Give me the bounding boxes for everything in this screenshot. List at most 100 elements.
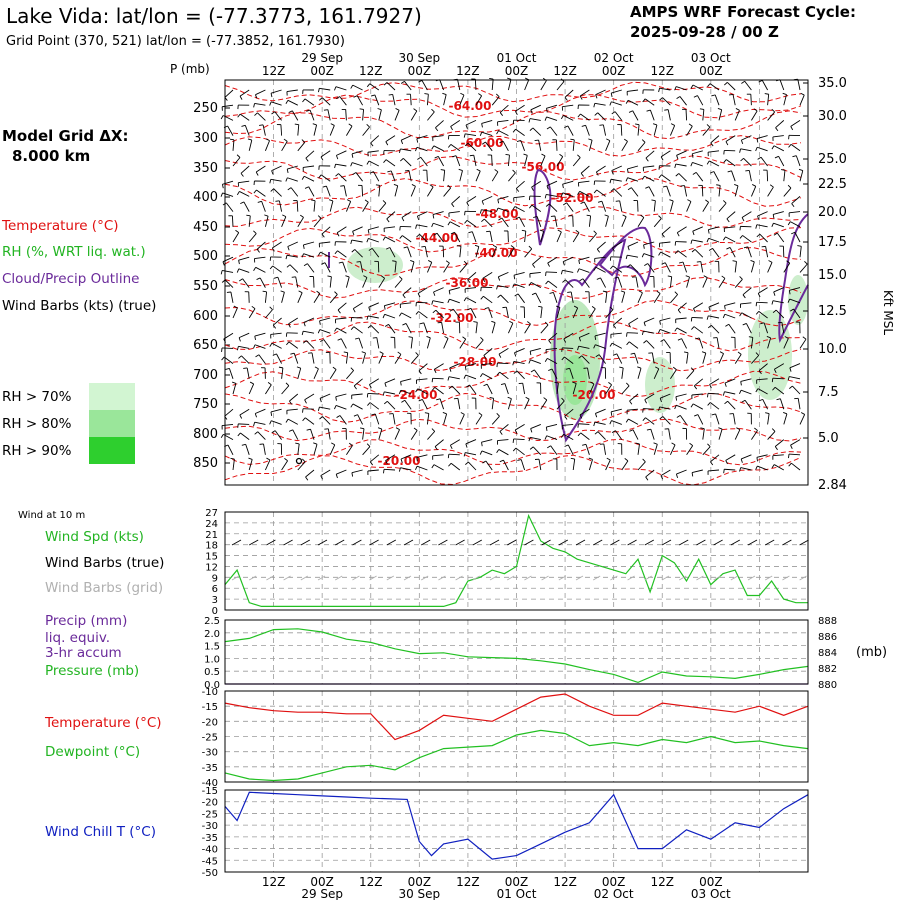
precip-legend-1: liq. equiv. xyxy=(45,630,110,646)
y-tick-label: -25 xyxy=(202,733,218,744)
y-tick-label: -30 xyxy=(202,748,218,759)
wind-legend-1: Wind Barbs (true) xyxy=(45,555,164,571)
height-axis-label: Kft MSL xyxy=(881,290,895,335)
y-tick-label: 1.0 xyxy=(204,654,220,665)
bottom-date-label: 29 Sep xyxy=(301,887,343,900)
pressure-tick-label: 350 xyxy=(193,161,218,176)
y-tick-label: -10 xyxy=(202,687,218,698)
rh-area xyxy=(645,357,675,413)
top-hour-labels: 12Z 00Z 12Z 00Z 12Z 00Z 12Z 00Z 12Z 00Z xyxy=(262,64,723,78)
page-title: Lake Vida: lat/lon = (-77.3773, 161.7927… xyxy=(6,4,422,28)
pressure-tick-label: 888 xyxy=(818,616,837,627)
top-hour-label: 12Z xyxy=(651,64,675,78)
height-tick-label: 35.0 xyxy=(818,76,847,91)
y-tick-label: 27 xyxy=(205,508,218,519)
temperature-contour-label: -36.00 xyxy=(446,276,489,290)
y-tick-label: 15 xyxy=(205,552,218,563)
rh-legend-swatch-1 xyxy=(89,410,135,437)
pressure-tick-label: 750 xyxy=(193,397,218,412)
pressure-tick-label: 600 xyxy=(193,309,218,324)
y-tick-label: 3 xyxy=(212,595,218,606)
bottom-date-label: 03 Oct xyxy=(691,887,731,900)
precip-legend-3: Pressure (mb) xyxy=(45,663,139,679)
pressure-tick-label: 300 xyxy=(193,131,218,146)
dewpoint-legend: Dewpoint (°C) xyxy=(45,744,140,760)
y-tick-label: 24 xyxy=(205,519,218,530)
y-tick-label: 6 xyxy=(212,584,218,595)
wind-legend-2: Wind Barbs (grid) xyxy=(45,580,163,596)
precip-legend-2: 3-hr accum xyxy=(45,645,122,661)
height-tick-label: 25.0 xyxy=(818,152,847,167)
grid-point-label: Grid Point (370, 521) lat/lon = (-77.385… xyxy=(6,34,345,49)
legend-item-2: Cloud/Precip Outline xyxy=(2,271,139,287)
y-tick-label: -40 xyxy=(202,845,218,856)
top-hour-label: 12Z xyxy=(262,64,286,78)
rh-legend-swatch-0 xyxy=(89,383,135,410)
height-tick-label: 20.0 xyxy=(818,205,847,220)
top-hour-label: 00Z xyxy=(602,64,626,78)
y-tick-label: -15 xyxy=(202,786,218,797)
precip-pressure-panel: 0.00.51.01.52.02.5880882884886888Precip … xyxy=(45,613,837,691)
height-tick-label: 7.5 xyxy=(818,385,839,400)
pressure-tick-label: 800 xyxy=(193,427,218,442)
pressure-tick-label: 850 xyxy=(193,456,218,471)
cross-section-panel: 2503003504004505005506006507007508008503… xyxy=(193,76,847,493)
top-hour-label: 12Z xyxy=(456,64,480,78)
bottom-hour-label: 12Z xyxy=(262,875,286,889)
temperature-contour-label: -32.00 xyxy=(431,311,474,325)
temperature-contour-label: -28.00 xyxy=(454,355,497,369)
pressure-tick-label: 884 xyxy=(818,648,837,659)
height-tick-label: 15.0 xyxy=(818,268,847,283)
y-tick-label: 1.5 xyxy=(204,642,220,653)
legend-item-3: Wind Barbs (kts) (true) xyxy=(2,298,156,314)
top-date-label: 29 Sep xyxy=(301,51,343,65)
top-hour-label: 12Z xyxy=(553,64,577,78)
y-tick-label: -35 xyxy=(202,763,218,774)
y-tick-label: 2.0 xyxy=(204,629,220,640)
pressure-tick-label: 700 xyxy=(193,368,218,383)
height-tick-label: 17.5 xyxy=(818,235,847,250)
pressure-tick-label: 400 xyxy=(193,190,218,205)
legend-rh: RH > 70%RH > 80%RH > 90% xyxy=(2,383,135,464)
height-tick-label: 10.0 xyxy=(818,342,847,357)
y-tick-label: -30 xyxy=(202,821,218,832)
rh-legend-label-2: RH > 90% xyxy=(2,443,72,459)
forecast-cycle-label: AMPS WRF Forecast Cycle: xyxy=(630,3,856,21)
top-date-label: 02 Oct xyxy=(594,51,634,65)
y-tick-label: -20 xyxy=(202,798,218,809)
top-date-label: 03 Oct xyxy=(691,51,731,65)
y-tick-label: -25 xyxy=(202,809,218,820)
y-tick-label: -50 xyxy=(202,868,218,879)
top-hour-label: 12Z xyxy=(359,64,383,78)
model-grid-value: 8.000 km xyxy=(12,147,90,165)
pressure-axis-label: P (mb) xyxy=(170,62,210,76)
top-hour-label: 00Z xyxy=(408,64,432,78)
wind-10m-label: Wind at 10 m xyxy=(18,510,85,521)
y-tick-label: 12 xyxy=(205,562,218,573)
top-hour-label: 00Z xyxy=(505,64,529,78)
y-tick-label: 21 xyxy=(205,530,218,541)
temperature-contour-label: -64.00 xyxy=(449,99,492,113)
height-tick-label: 22.5 xyxy=(818,177,847,192)
height-tick-label: 2.84 xyxy=(818,478,847,493)
top-date-label: 01 Oct xyxy=(497,51,537,65)
y-tick-label: -15 xyxy=(202,702,218,713)
height-tick-label: 12.5 xyxy=(818,304,847,319)
rh-area xyxy=(748,310,792,400)
top-hour-label: 00Z xyxy=(699,64,723,78)
y-tick-label: -35 xyxy=(202,833,218,844)
pressure-tick-label: 880 xyxy=(818,680,837,691)
pressure-tick-label: 550 xyxy=(193,279,218,294)
rh-legend-label-1: RH > 80% xyxy=(2,416,72,432)
bottom-date-label: 02 Oct xyxy=(594,887,634,900)
top-hour-label: 00Z xyxy=(310,64,334,78)
temperature-contour-label: -52.00 xyxy=(551,191,594,205)
temperature-legend: Temperature (°C) xyxy=(44,715,162,731)
pressure-unit-label: (mb) xyxy=(856,645,887,660)
legend-item-1: RH (%, WRT liq. wat.) xyxy=(2,244,146,260)
wind-chill-legend: Wind Chill T (°C) xyxy=(45,824,156,840)
bottom-date-label: 01 Oct xyxy=(497,887,537,900)
